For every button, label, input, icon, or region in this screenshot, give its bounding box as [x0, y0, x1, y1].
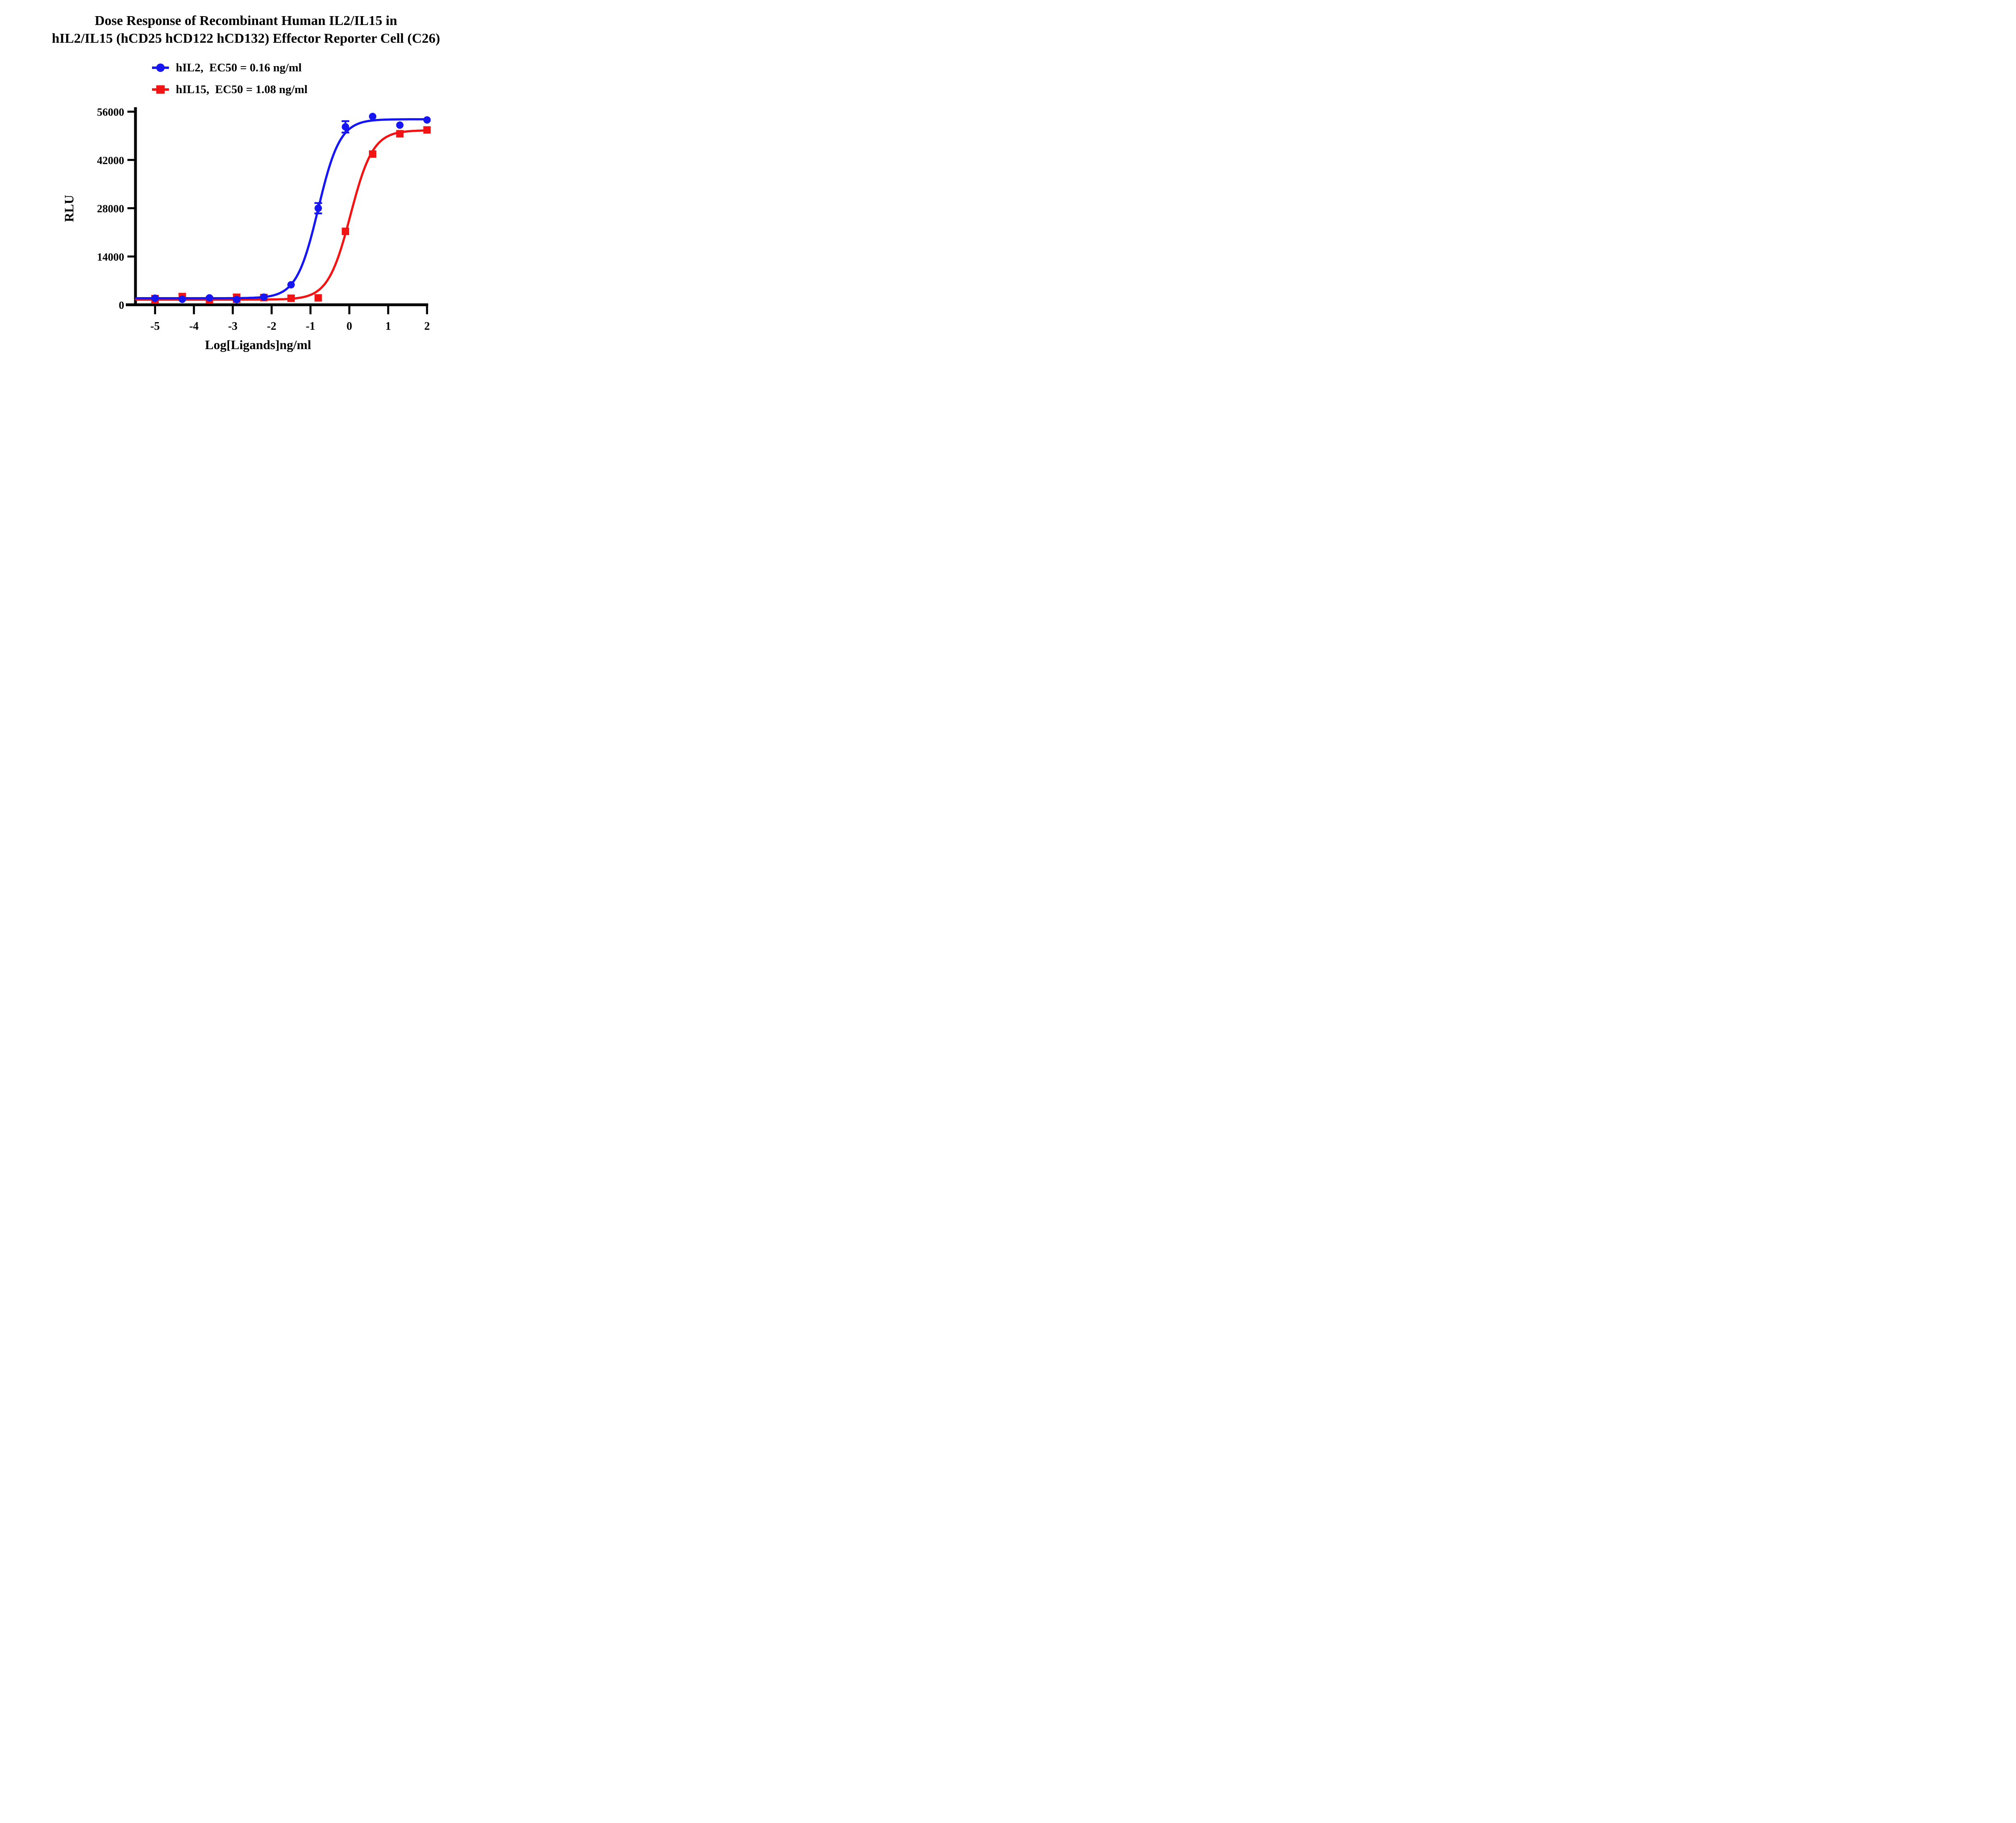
x-tick-label: 0	[346, 320, 352, 333]
y-tick-label: 0	[119, 299, 125, 311]
legend-item-hIL2: hIL2, EC50 = 0.16 ng/ml	[152, 60, 308, 76]
chart-title-line1: Dose Response of Recombinant Human IL2/I…	[95, 13, 397, 28]
data-point-hIL2	[314, 204, 322, 212]
figure-canvas: Dose Response of Recombinant Human IL2/I…	[0, 0, 558, 364]
hIL2-circle-marker-icon	[152, 63, 169, 72]
y-axis-title: RLU	[62, 195, 76, 222]
data-point-hIL15	[369, 150, 377, 158]
data-point-hIL2	[287, 281, 295, 289]
data-point-hIL15	[423, 126, 431, 134]
fit-curve-hIL15	[135, 129, 428, 301]
x-tick-label: 2	[424, 320, 430, 333]
y-tick-label: 56000	[97, 106, 125, 118]
y-tick-label: 42000	[97, 154, 125, 166]
data-point-hIL2	[342, 123, 349, 131]
data-point-hIL2	[423, 116, 431, 124]
data-point-hIL15	[287, 294, 295, 302]
x-tick-label: -3	[228, 320, 237, 333]
fit-curve-hIL2	[135, 118, 428, 300]
data-point-hIL15	[396, 130, 404, 137]
dose-response-chart: 0 14000 28000 42000 56000 -5 -4 -3 -2 -1 0 1 2 RLU Log…	[62, 106, 431, 352]
series-hIL15	[135, 126, 431, 304]
data-point-hIL2	[206, 294, 213, 302]
data-point-hIL2	[369, 112, 377, 121]
axes	[126, 107, 428, 314]
y-tick-label: 28000	[97, 203, 125, 215]
data-point-hIL2	[178, 296, 186, 303]
hIL15-square-marker-icon	[152, 85, 169, 94]
data-point-hIL15	[342, 227, 349, 235]
data-point-hIL15	[314, 294, 322, 302]
x-tick-label: 1	[385, 320, 391, 333]
series-hIL2	[135, 112, 431, 304]
x-tick-label: -4	[189, 320, 198, 333]
legend-item-hIL15: hIL15, EC50 = 1.08 ng/ml	[152, 81, 308, 98]
x-tick-label: -5	[150, 320, 160, 333]
y-tick-label: 14000	[97, 251, 125, 263]
data-point-hIL2	[233, 296, 241, 304]
data-point-hIL2	[260, 293, 268, 301]
chart-title: Dose Response of Recombinant Human IL2/I…	[0, 12, 492, 48]
x-tick-label: -2	[267, 320, 276, 333]
legend: hIL2, EC50 = 0.16 ng/ml hIL15, EC50 = 1.…	[152, 60, 308, 103]
chart-title-line2: hIL2/IL15 (hCD25 hCD122 hCD132) Effector…	[52, 31, 440, 46]
legend-label-hIL2: hIL2, EC50 = 0.16 ng/ml	[176, 61, 302, 74]
data-point-hIL2	[396, 121, 404, 129]
x-tick-label: -1	[306, 320, 315, 333]
axis-labels: 0 14000 28000 42000 56000 -5 -4 -3 -2 -1 0 1 2 RLU Log…	[62, 106, 430, 352]
legend-label-hIL15: hIL15, EC50 = 1.08 ng/ml	[176, 83, 308, 96]
x-axis-title: Log[Ligands]ng/ml	[205, 337, 311, 352]
data-point-hIL2	[151, 294, 159, 302]
